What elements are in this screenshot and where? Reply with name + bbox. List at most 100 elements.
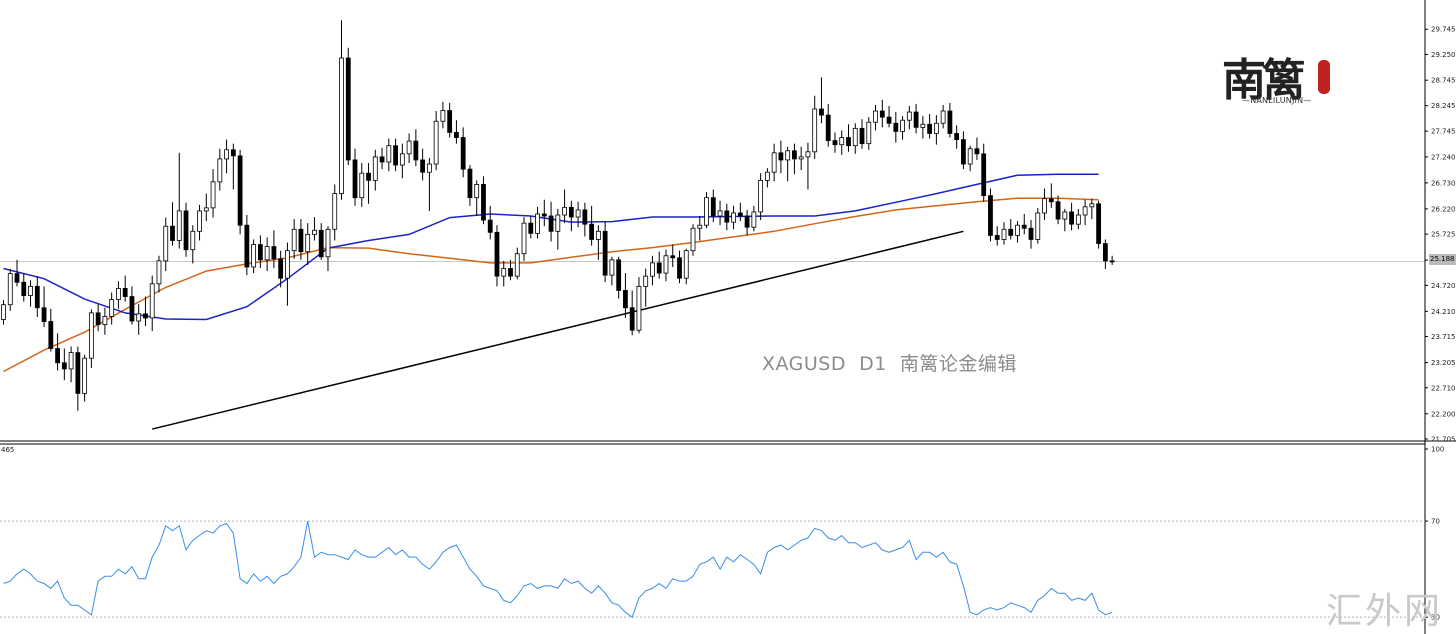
candle-bull bbox=[399, 153, 405, 166]
candle-bull bbox=[156, 260, 162, 285]
candle-bear bbox=[616, 259, 622, 291]
y-tick-label: 22.710 bbox=[1431, 384, 1456, 392]
candle-bear bbox=[954, 133, 960, 140]
candle-bull bbox=[920, 123, 926, 128]
y-tick-label: 29.745 bbox=[1431, 26, 1456, 34]
candle-bear bbox=[75, 352, 81, 394]
candle-bull bbox=[28, 285, 33, 296]
candle-bear bbox=[589, 223, 595, 240]
candle-bull bbox=[933, 122, 939, 134]
candle-bull bbox=[406, 140, 412, 155]
candle-bear bbox=[825, 114, 831, 141]
candle-bull bbox=[758, 179, 764, 213]
candle-bull bbox=[386, 145, 392, 163]
candle-bear bbox=[1109, 260, 1115, 263]
candle-bull bbox=[764, 171, 770, 181]
logo-glyphs: 南篱 bbox=[1222, 55, 1306, 106]
y-tick-label: 24.720 bbox=[1431, 282, 1456, 290]
candle-bear bbox=[623, 290, 628, 309]
candle-bear bbox=[886, 116, 892, 124]
candle-bear bbox=[318, 229, 324, 258]
candle-bull bbox=[609, 259, 615, 276]
candle-bull bbox=[1015, 224, 1020, 236]
candle-bull bbox=[704, 197, 709, 226]
candle-bear bbox=[656, 262, 662, 274]
candle-bull bbox=[852, 127, 858, 147]
candle-bear bbox=[271, 246, 277, 260]
candle-bear bbox=[879, 110, 885, 118]
candle-bull bbox=[149, 283, 155, 319]
candle-bear bbox=[913, 111, 919, 128]
logo-red-seal bbox=[1318, 60, 1330, 94]
candle-bear bbox=[494, 231, 500, 277]
last-price-tag: 25.188 bbox=[1429, 254, 1456, 265]
y-tick-label: 29.250 bbox=[1431, 51, 1456, 59]
candle-bull bbox=[873, 110, 878, 123]
candle-bear bbox=[1096, 203, 1102, 244]
candle-bull bbox=[82, 357, 88, 394]
y-tick-label: 26.730 bbox=[1431, 179, 1456, 187]
candle-bear bbox=[487, 219, 493, 233]
candle-bear bbox=[14, 273, 20, 283]
chart-title: XAGUSD D1 南篱论金编辑 bbox=[762, 353, 1017, 375]
y-tick-label: 23.205 bbox=[1431, 359, 1456, 367]
candle-bear bbox=[778, 152, 784, 161]
candle-bear bbox=[48, 321, 54, 349]
candle-bull bbox=[683, 250, 689, 279]
y-tick-label: 25.725 bbox=[1431, 231, 1456, 239]
candle-bull bbox=[636, 285, 642, 331]
watermark: 汇外网 bbox=[1326, 591, 1444, 632]
candle-bull bbox=[575, 209, 581, 218]
candle-bear bbox=[366, 172, 371, 181]
trendline-layer bbox=[152, 230, 964, 430]
candle-bull bbox=[812, 108, 818, 153]
y-tick-label: 22.200 bbox=[1431, 410, 1456, 418]
candle-bear bbox=[724, 210, 730, 223]
candle-bull bbox=[109, 299, 115, 317]
candle-bull bbox=[68, 352, 74, 370]
oscillator-label: 465 bbox=[1, 446, 15, 454]
y-tick-label: 21.705 bbox=[1431, 436, 1456, 444]
candle-bear bbox=[1028, 227, 1034, 240]
candle-bear bbox=[237, 155, 243, 226]
candle-bull bbox=[102, 316, 108, 325]
candle-bull bbox=[7, 273, 13, 306]
candle-bear bbox=[183, 210, 189, 251]
osc-tick-label: 70 bbox=[1431, 518, 1440, 526]
candle-bull bbox=[663, 255, 669, 274]
candle-bear bbox=[981, 153, 987, 197]
candle-bear bbox=[737, 212, 743, 217]
candle-bull bbox=[190, 230, 196, 251]
candle-bull bbox=[771, 152, 777, 173]
candle-bull bbox=[562, 206, 567, 216]
y-tick-label: 23.715 bbox=[1431, 333, 1456, 341]
candle-bear bbox=[61, 362, 67, 370]
candle-bear bbox=[41, 307, 47, 322]
candle-bear bbox=[244, 224, 250, 268]
candle-bear bbox=[1048, 198, 1054, 203]
candle-bull bbox=[697, 224, 703, 229]
candle-bear bbox=[95, 312, 101, 325]
candle-bear bbox=[670, 255, 676, 259]
candle-bull bbox=[535, 213, 540, 234]
candle-bull bbox=[717, 210, 723, 217]
candle-bear bbox=[379, 156, 385, 163]
candle-bear bbox=[602, 230, 608, 276]
candle-bull bbox=[197, 210, 202, 232]
candle-bear bbox=[393, 145, 398, 166]
candle-bear bbox=[947, 110, 953, 134]
candle-bear bbox=[1021, 224, 1027, 229]
candle-bull bbox=[940, 110, 946, 124]
candle-bull bbox=[325, 228, 331, 258]
candle-bull bbox=[359, 172, 365, 199]
candle-bull bbox=[798, 156, 804, 160]
candle-bull bbox=[785, 150, 791, 161]
candle-bear bbox=[143, 313, 148, 319]
candle-bear bbox=[974, 148, 980, 155]
support-trendline bbox=[152, 230, 964, 430]
candle-bull bbox=[251, 244, 257, 268]
candle-bull bbox=[285, 250, 290, 279]
candle-bear bbox=[454, 132, 459, 138]
candle-bull bbox=[305, 233, 311, 253]
